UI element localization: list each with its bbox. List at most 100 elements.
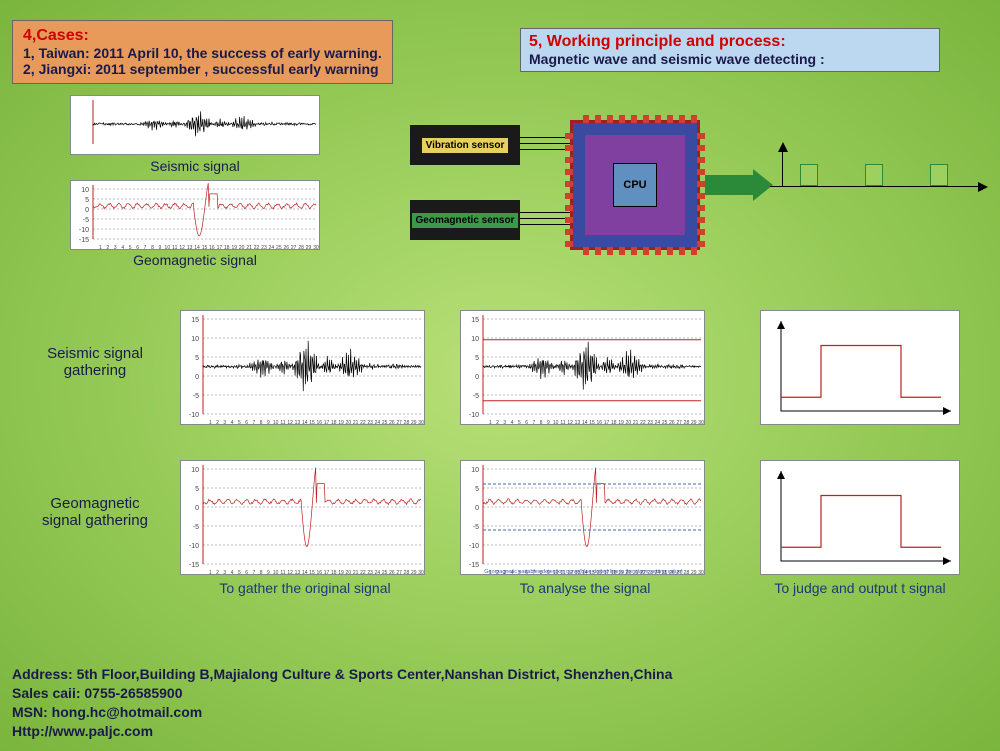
- svg-text:8: 8: [151, 245, 154, 251]
- svg-text:5: 5: [195, 355, 199, 362]
- svg-text:8: 8: [540, 570, 543, 576]
- svg-text:17: 17: [604, 420, 610, 426]
- svg-text:23: 23: [647, 420, 653, 426]
- output-x-axis: [770, 186, 980, 187]
- svg-text:10: 10: [471, 467, 479, 474]
- output-arrow: [705, 175, 755, 195]
- svg-text:5: 5: [195, 486, 199, 493]
- svg-text:26: 26: [283, 245, 289, 251]
- svg-text:13: 13: [187, 245, 193, 251]
- svg-text:9: 9: [267, 570, 270, 576]
- svg-text:28: 28: [684, 420, 690, 426]
- svg-text:3: 3: [503, 570, 506, 576]
- svg-text:20: 20: [346, 570, 352, 576]
- svg-text:17: 17: [324, 420, 330, 426]
- svg-text:12: 12: [567, 570, 573, 576]
- svg-text:9: 9: [267, 420, 270, 426]
- svg-text:30: 30: [313, 245, 319, 251]
- svg-text:14: 14: [302, 570, 308, 576]
- svg-text:8: 8: [260, 420, 263, 426]
- svg-text:29: 29: [411, 420, 417, 426]
- svg-text:5: 5: [518, 420, 521, 426]
- svg-text:27: 27: [396, 570, 402, 576]
- svg-text:7: 7: [532, 420, 535, 426]
- svg-text:13: 13: [295, 570, 301, 576]
- svg-text:23: 23: [367, 570, 373, 576]
- svg-text:6: 6: [136, 245, 139, 251]
- svg-text:7: 7: [252, 570, 255, 576]
- svg-text:13: 13: [575, 420, 581, 426]
- svg-text:10: 10: [191, 467, 199, 474]
- cases-line-2: 2, Jiangxi: 2011 september , successful …: [23, 61, 382, 77]
- footer: Address: 5th Floor,Building B,Majialong …: [12, 665, 672, 741]
- geomagnetic-signal-label: Geomagnetic signal: [95, 252, 295, 268]
- svg-text:27: 27: [291, 245, 297, 251]
- svg-text:16: 16: [316, 570, 322, 576]
- svg-text:5: 5: [85, 197, 89, 204]
- svg-text:3: 3: [503, 420, 506, 426]
- cpu-label: CPU: [613, 163, 657, 207]
- svg-text:5: 5: [475, 355, 479, 362]
- cases-line-1: 1, Taiwan: 2011 April 10, the success of…: [23, 45, 382, 61]
- svg-text:-15: -15: [189, 562, 199, 569]
- seismic-signal-label: Seismic signal: [95, 158, 295, 174]
- svg-text:10: 10: [273, 420, 279, 426]
- svg-text:17: 17: [604, 570, 610, 576]
- svg-text:-5: -5: [193, 524, 199, 531]
- svg-text:12: 12: [287, 570, 293, 576]
- svg-text:20: 20: [626, 420, 632, 426]
- svg-text:14: 14: [194, 245, 200, 251]
- svg-text:20: 20: [626, 570, 632, 576]
- svg-text:18: 18: [331, 420, 337, 426]
- svg-text:27: 27: [676, 420, 682, 426]
- principle-sub: Magnetic wave and seismic wave detecting…: [529, 51, 931, 67]
- svg-text:30: 30: [698, 570, 704, 576]
- col-gather-label: To gather the original signal: [175, 580, 435, 596]
- svg-text:20: 20: [239, 245, 245, 251]
- svg-text:2: 2: [106, 245, 109, 251]
- svg-text:-10: -10: [469, 412, 479, 419]
- svg-text:7: 7: [144, 245, 147, 251]
- svg-text:25: 25: [662, 570, 668, 576]
- svg-text:-15: -15: [79, 237, 89, 244]
- svg-text:0: 0: [195, 505, 199, 512]
- svg-text:22: 22: [360, 420, 366, 426]
- svg-text:24: 24: [655, 570, 661, 576]
- seismic_small-chart: [70, 95, 320, 155]
- svg-text:15: 15: [309, 570, 315, 576]
- svg-text:-5: -5: [83, 217, 89, 224]
- footer-http: Http://www.paljc.com: [12, 722, 672, 741]
- svg-text:25: 25: [382, 570, 388, 576]
- svg-text:24: 24: [269, 245, 275, 251]
- svg-text:16: 16: [596, 420, 602, 426]
- svg-text:14: 14: [302, 420, 308, 426]
- svg-text:1: 1: [489, 570, 492, 576]
- svg-text:2: 2: [496, 570, 499, 576]
- output-pulse-1: [800, 164, 818, 186]
- svg-text:21: 21: [353, 570, 359, 576]
- svg-text:30: 30: [418, 420, 424, 426]
- svg-text:12: 12: [179, 245, 185, 251]
- output-y-axis: [782, 150, 783, 186]
- svg-text:16: 16: [316, 420, 322, 426]
- vibration-sensor: Vibration sensor: [410, 125, 520, 165]
- svg-text:2: 2: [216, 570, 219, 576]
- row1_judge-chart: [760, 310, 960, 425]
- principle-title: 5, Working principle and process:: [529, 33, 931, 51]
- svg-text:30: 30: [418, 570, 424, 576]
- svg-text:0: 0: [85, 207, 89, 214]
- svg-text:3: 3: [114, 245, 117, 251]
- svg-text:17: 17: [217, 245, 223, 251]
- svg-text:30: 30: [698, 420, 704, 426]
- vibration-sensor-label: Vibration sensor: [422, 138, 509, 153]
- svg-text:7: 7: [252, 420, 255, 426]
- svg-text:27: 27: [396, 420, 402, 426]
- svg-text:21: 21: [353, 420, 359, 426]
- svg-text:4: 4: [231, 420, 234, 426]
- svg-text:28: 28: [684, 570, 690, 576]
- svg-text:1: 1: [99, 245, 102, 251]
- svg-text:4: 4: [511, 570, 514, 576]
- svg-text:0: 0: [195, 374, 199, 381]
- svg-text:29: 29: [691, 420, 697, 426]
- svg-text:-5: -5: [473, 393, 479, 400]
